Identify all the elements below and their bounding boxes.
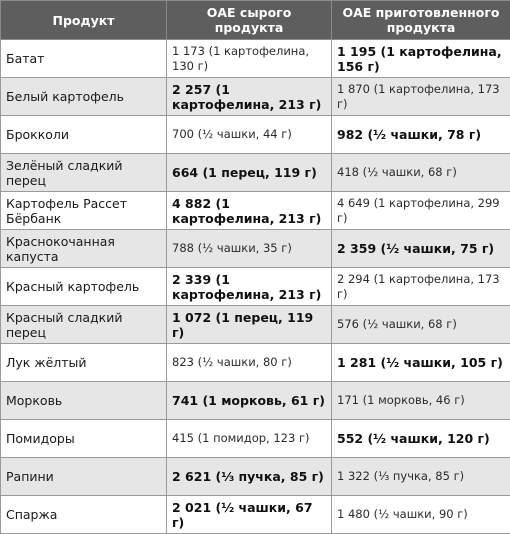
raw-orac-cell: 788 (½ чашки, 35 г) (167, 230, 332, 268)
raw-orac-cell: 664 (1 перец, 119 г) (167, 154, 332, 192)
raw-orac-cell: 1 173 (1 картофелина, 130 г) (167, 40, 332, 78)
raw-orac-cell: 2 021 (½ чашки, 67 г) (167, 496, 332, 534)
product-cell: Картофель Рассет Бёрбанк (1, 192, 167, 230)
product-cell: Лук жёлтый (1, 344, 167, 382)
raw-orac-cell: 700 (½ чашки, 44 г) (167, 116, 332, 154)
cooked-orac-cell: 576 (½ чашки, 68 г) (332, 306, 510, 344)
cooked-orac-cell: 1 870 (1 картофелина, 173 г) (332, 78, 510, 116)
product-cell: Зелёный сладкий перец (1, 154, 167, 192)
cooked-orac-cell: 1 322 (⅓ пучка, 85 г) (332, 458, 510, 496)
cooked-orac-cell: 1 195 (1 картофелина, 156 г) (332, 40, 510, 78)
header-cooked: ОАЕ приготовленного продукта (332, 1, 510, 40)
product-cell: Брокколи (1, 116, 167, 154)
cooked-orac-cell: 552 (½ чашки, 120 г) (332, 420, 510, 458)
cooked-orac-cell: 2 359 (½ чашки, 75 г) (332, 230, 510, 268)
product-cell: Спаржа (1, 496, 167, 534)
cooked-orac-cell: 418 (½ чашки, 68 г) (332, 154, 510, 192)
product-cell: Красный картофель (1, 268, 167, 306)
raw-orac-cell: 2 257 (1 картофелина, 213 г) (167, 78, 332, 116)
product-cell: Батат (1, 40, 167, 78)
raw-orac-cell: 415 (1 помидор, 123 г) (167, 420, 332, 458)
product-cell: Морковь (1, 382, 167, 420)
product-cell: Красный сладкий перец (1, 306, 167, 344)
raw-orac-cell: 2 339 (1 картофелина, 213 г) (167, 268, 332, 306)
raw-orac-cell: 741 (1 морковь, 61 г) (167, 382, 332, 420)
product-cell: Рапини (1, 458, 167, 496)
cooked-orac-cell: 982 (½ чашки, 78 г) (332, 116, 510, 154)
raw-orac-cell: 823 (½ чашки, 80 г) (167, 344, 332, 382)
cooked-orac-cell: 1 281 (½ чашки, 105 г) (332, 344, 510, 382)
cooked-orac-cell: 4 649 (1 картофелина, 299 г) (332, 192, 510, 230)
product-cell: Белый картофель (1, 78, 167, 116)
header-row: Продукт ОАЕ сырого продукта ОАЕ приготов… (1, 1, 510, 40)
cooked-orac-cell: 1 480 (½ чашки, 90 г) (332, 496, 510, 534)
raw-orac-cell: 1 072 (1 перец, 119 г) (167, 306, 332, 344)
raw-orac-cell: 2 621 (⅓ пучка, 85 г) (167, 458, 332, 496)
raw-orac-cell: 4 882 (1 картофелина, 213 г) (167, 192, 332, 230)
header-raw: ОАЕ сырого продукта (167, 1, 332, 40)
product-cell: Помидоры (1, 420, 167, 458)
cooked-orac-cell: 171 (1 морковь, 46 г) (332, 382, 510, 420)
cooked-orac-cell: 2 294 (1 картофелина, 173 г) (332, 268, 510, 306)
header-product: Продукт (1, 1, 167, 40)
product-cell: Краснокочанная капуста (1, 230, 167, 268)
